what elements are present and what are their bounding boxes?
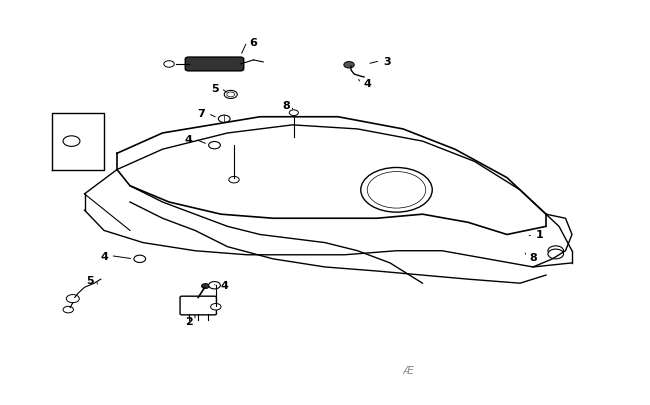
Text: 6: 6: [250, 38, 257, 47]
Circle shape: [211, 304, 221, 310]
Circle shape: [367, 172, 426, 209]
Text: 1: 1: [536, 230, 543, 240]
Text: 8: 8: [282, 101, 290, 111]
Text: 4: 4: [185, 135, 192, 145]
Circle shape: [202, 284, 209, 289]
Circle shape: [361, 168, 432, 213]
Text: 2: 2: [185, 316, 192, 326]
Circle shape: [63, 136, 80, 147]
Circle shape: [63, 307, 73, 313]
Circle shape: [134, 256, 146, 263]
Circle shape: [548, 246, 564, 256]
Circle shape: [229, 177, 239, 183]
Circle shape: [289, 111, 298, 116]
FancyBboxPatch shape: [180, 296, 216, 315]
Circle shape: [548, 249, 564, 259]
Circle shape: [227, 93, 235, 98]
Text: Æ: Æ: [403, 364, 414, 375]
Circle shape: [224, 91, 237, 99]
Circle shape: [164, 62, 174, 68]
Text: 4: 4: [220, 281, 228, 290]
Text: 3: 3: [383, 57, 391, 66]
Text: 5: 5: [86, 275, 94, 285]
Text: 7: 7: [198, 109, 205, 119]
Circle shape: [209, 142, 220, 149]
Circle shape: [344, 62, 354, 69]
Text: 5: 5: [211, 84, 218, 94]
Text: 4: 4: [100, 251, 108, 261]
Text: 8: 8: [529, 252, 537, 262]
Text: 4: 4: [363, 79, 371, 89]
FancyBboxPatch shape: [185, 58, 244, 72]
Circle shape: [66, 295, 79, 303]
Circle shape: [209, 282, 220, 289]
Circle shape: [218, 116, 230, 123]
